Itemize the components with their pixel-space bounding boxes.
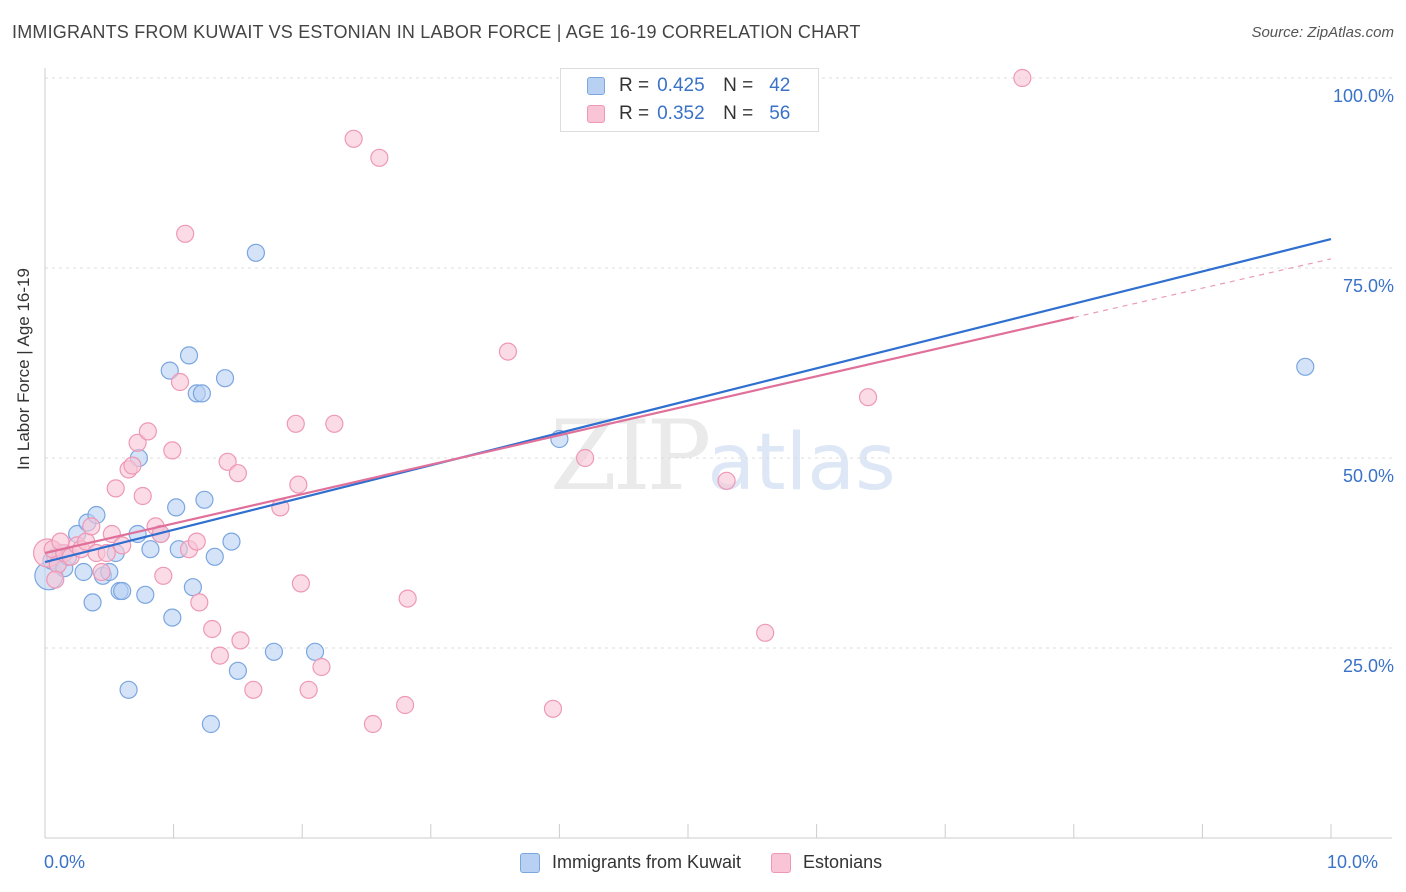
x-tick-label-min: 0.0%: [44, 852, 86, 872]
r-label: R =: [619, 75, 650, 96]
kuwait-point: [160, 361, 179, 380]
kuwait-point: [74, 562, 93, 582]
estonian-point: [370, 148, 389, 167]
estonian-point: [154, 566, 173, 585]
kuwait-point: [141, 540, 160, 559]
estonian-point: [498, 342, 518, 361]
estonian-point: [46, 570, 65, 589]
estonian-trend-extension: [1073, 258, 1332, 318]
estonian-point: [395, 695, 415, 715]
estonian-point: [286, 414, 305, 433]
series-legend: Immigrants from Kuwait Estonians: [520, 852, 912, 873]
legend-item-estonians[interactable]: Estonians: [771, 852, 882, 873]
kuwait-point: [201, 714, 220, 734]
kuwait-point: [305, 642, 325, 661]
kuwait-point: [215, 369, 235, 388]
kuwait-point: [163, 608, 182, 627]
watermark-atlas: atlas: [707, 418, 896, 508]
estonian-point: [344, 129, 363, 148]
kuwait-trend-line: [44, 238, 1332, 564]
estonian-point: [717, 471, 736, 490]
estonian-swatch: [771, 852, 792, 873]
kuwait-point: [179, 346, 199, 365]
estonian-point: [231, 631, 250, 650]
x-tick-label-max: 10.0%: [1327, 852, 1379, 872]
estonian-point: [325, 414, 344, 433]
kuwait-point: [136, 585, 155, 604]
kuwait-point: [222, 532, 241, 551]
y-tick-label: 50.0%: [1342, 466, 1394, 486]
y-tick-label: 25.0%: [1342, 656, 1394, 676]
kuwait-point: [183, 578, 202, 597]
kuwait-point: [1296, 357, 1315, 376]
n-label: N =: [723, 75, 754, 96]
estonian-point: [576, 448, 595, 468]
estonian-point: [312, 657, 331, 677]
estonian-point: [363, 714, 383, 734]
kuwait-point: [195, 490, 214, 509]
estonian-point: [113, 536, 132, 555]
estonian-point: [291, 574, 311, 593]
estonian-point: [170, 372, 190, 392]
n-value: 42: [769, 75, 791, 96]
r-value: 0.352: [657, 103, 705, 124]
estonian-point: [82, 517, 101, 536]
kuwait-point: [119, 680, 138, 699]
estonian-point: [1013, 68, 1032, 88]
estonian-point: [203, 619, 222, 639]
estonian-point: [244, 680, 263, 699]
estonian-point: [176, 224, 195, 243]
estonian-point: [398, 589, 417, 608]
estonian-point: [190, 593, 209, 612]
legend-item-kuwait[interactable]: Immigrants from Kuwait: [520, 852, 741, 873]
estonian-point: [123, 456, 142, 475]
estonian-point: [92, 562, 111, 582]
legend-row-estonians: R = 0.352 N = 56: [587, 102, 790, 126]
estonian-point: [133, 486, 152, 506]
estonian-point: [289, 475, 308, 494]
y-axis-label: In Labor Force | Age 16-19: [14, 268, 33, 470]
kuwait-swatch: [587, 77, 605, 95]
r-label: R =: [619, 103, 650, 124]
legend-row-kuwait: R = 0.425 N = 42: [587, 74, 790, 98]
estonian-point: [543, 699, 563, 718]
estonian-trend-line: [44, 316, 1075, 555]
kuwait-point: [167, 498, 186, 517]
estonian-point: [138, 422, 157, 441]
estonian-point: [228, 464, 247, 483]
kuwait-point: [192, 384, 211, 403]
legend-label-kuwait: Immigrants from Kuwait: [552, 852, 742, 872]
y-tick-label: 75.0%: [1342, 276, 1394, 296]
estonian-point: [106, 479, 125, 498]
chart-title: IMMIGRANTS FROM KUWAIT VS ESTONIAN IN LA…: [12, 22, 861, 42]
n-value: 56: [769, 103, 791, 124]
estonian-point: [128, 433, 147, 452]
kuwait-swatch: [520, 852, 540, 873]
estonian-point: [756, 623, 775, 642]
legend-label-estonians: Estonians: [803, 852, 883, 872]
kuwait-point: [113, 581, 132, 601]
estonian-point: [858, 388, 878, 407]
r-value: 0.425: [657, 75, 705, 96]
estonian-point: [187, 532, 206, 551]
source-label: Source: ZipAtlas.com: [1251, 24, 1394, 41]
estonian-swatch: [587, 105, 605, 123]
estonian-point: [163, 441, 182, 460]
estonian-point: [210, 646, 229, 665]
n-label: N =: [723, 103, 754, 124]
kuwait-point: [205, 547, 224, 566]
kuwait-point: [228, 661, 247, 680]
kuwait-point: [246, 243, 266, 262]
kuwait-point: [83, 593, 102, 612]
stats-legend: R = 0.425 N = 42 R = 0.352 N = 56: [560, 68, 819, 132]
kuwait-point: [264, 642, 284, 661]
estonian-point: [218, 452, 237, 471]
y-tick-label: 100.0%: [1332, 86, 1394, 106]
estonian-point: [299, 680, 318, 699]
